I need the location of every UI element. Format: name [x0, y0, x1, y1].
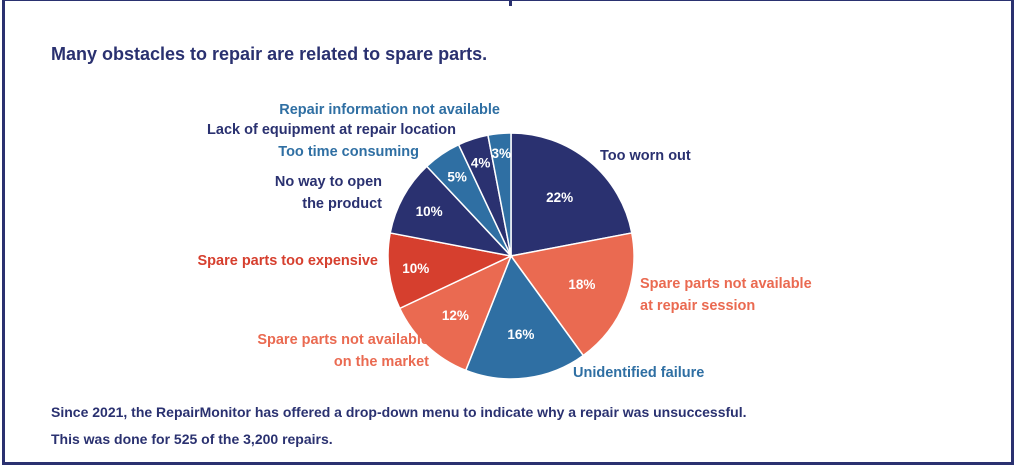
pie-slice-percent-3: 16%	[507, 327, 534, 342]
pie-slice-label-6: No way to open the product	[275, 174, 382, 212]
pie-slice-label-line: Repair information not available	[279, 102, 500, 118]
pie-slice-label-4: Spare parts not available on the market	[257, 332, 429, 370]
pie-slice-label-line: Spare parts not available	[257, 332, 429, 348]
pie-slice-percent-8: 4%	[471, 155, 491, 170]
pie-slice-6	[389, 165, 514, 258]
pie-slice-label-line: Lack of equipment at repair location	[207, 122, 456, 138]
pie-slice-percent-9: 3%	[492, 146, 512, 161]
pie-slice-4	[398, 254, 513, 372]
pie-slice-label-8: Lack of equipment at repair location	[207, 122, 456, 138]
pie-slice-1	[510, 132, 633, 257]
pie-slice-percent-6: 10%	[416, 204, 443, 219]
pie-slice-2	[509, 232, 635, 357]
pie-slice-3	[464, 254, 585, 380]
pie-slice-label-line: on the market	[334, 354, 429, 370]
frame-notch	[509, 0, 512, 6]
pie-slice-label-line: at repair session	[640, 298, 755, 314]
pie-slice-label-2: Spare parts not available at repair sessi…	[640, 276, 812, 314]
pie-slice-percent-2: 18%	[568, 277, 595, 292]
pie-slice-9	[487, 132, 512, 257]
pie-slice-label-line: Spare parts not available	[640, 276, 812, 292]
pie-slice-label-line: Too worn out	[600, 148, 691, 164]
pie-slice-percent-4: 12%	[442, 308, 469, 323]
pie-slice-percent-7: 5%	[447, 170, 467, 185]
pie-slice-label-1: Too worn out	[600, 148, 691, 164]
pie-slice-label-line: No way to open	[275, 174, 382, 190]
pie-slice-label-7: Too time consuming	[278, 144, 419, 160]
footer-note-line-1: Since 2021, the RepairMonitor has offere…	[51, 404, 747, 420]
pie-slice-label-line: Spare parts too expensive	[197, 253, 378, 269]
pie-slice-label-line: the product	[302, 196, 382, 212]
chart-title: Many obstacles to repair are related to …	[51, 44, 488, 64]
footer-note-line-2: This was done for 525 of the 3,200 repai…	[51, 431, 333, 447]
pie-slice-label-line: Unidentified failure	[573, 365, 704, 381]
pie-slice-percent-5: 10%	[402, 261, 429, 276]
pie-slice-label-line: Too time consuming	[278, 144, 419, 160]
pie-slice-5	[387, 232, 514, 310]
pie-slice-label-9: Repair information not available	[279, 102, 500, 118]
pie-slice-percent-1: 22%	[546, 190, 573, 205]
pie-slice-label-5: Spare parts too expensive	[197, 253, 378, 269]
pie-slice-label-3: Unidentified failure	[573, 365, 704, 381]
